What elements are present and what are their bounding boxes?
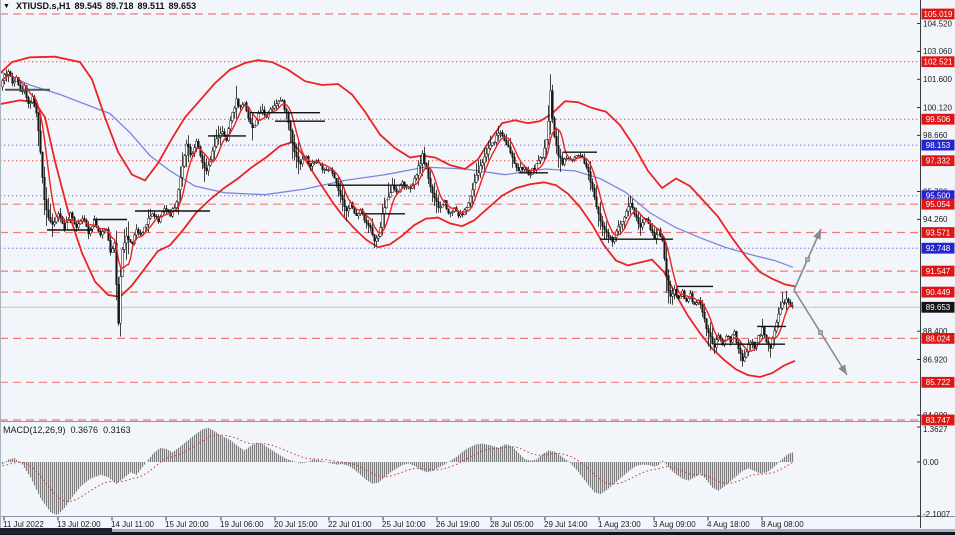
quote-high: 89.718 [105,1,134,11]
x-axis-label: 14 Jul 11:00 [111,520,155,529]
price-badge-label: 95.500 [926,192,951,201]
price-badge-label: 89.653 [926,303,951,312]
price-level-badge [921,198,955,210]
price-badge-label: 102.521 [924,58,953,67]
y-axis-label: 104.520 [923,19,952,28]
x-axis-label: 29 Jul 14:00 [544,520,588,529]
arrow-handle[interactable] [805,257,810,262]
price-level-badge [921,376,955,388]
x-axis-label: 20 Jul 15:00 [274,520,318,529]
x-axis-label: 8 Aug 08:00 [761,520,804,529]
price-badge-label: 92.748 [926,244,951,253]
price-badge-label: 85.722 [926,378,951,387]
x-axis-label: 28 Jul 05:00 [490,520,534,529]
macd-name: MACD(12,26,9) [3,425,66,435]
x-axis-label: 26 Jul 19:00 [436,520,480,529]
price-badge-label: 97.332 [926,157,951,166]
y-axis-label: 94.260 [923,215,948,224]
symbol-period-label: XTIUSD.s,H1 [15,1,71,11]
macd-histogram [1,427,794,515]
y-axis-label: 86.920 [923,355,948,364]
y-axis-label: 100.120 [923,103,952,112]
h-scrollbar-track[interactable] [0,529,955,532]
price-level-badge [921,265,955,277]
h-scrollbar-thumb[interactable] [0,528,112,534]
price-level-badge [921,8,955,20]
macd-signal-line [2,434,793,502]
price-badge-label: 99.506 [926,115,951,124]
fast-ma-line [1,74,793,353]
macd-axis-label: -2.1007 [923,510,951,519]
quote-close: 89.653 [168,1,197,11]
collapse-chart-icon[interactable]: ▼ [3,2,10,10]
arrowhead-up [813,229,821,240]
x-axis-label: 22 Jul 01:00 [328,520,372,529]
x-axis-label: 11 Jul 2022 [3,520,44,529]
slow-ma-line [0,71,794,268]
window-bottom-edge [0,532,955,535]
price-level-badge [921,190,955,202]
x-axis-label: 3 Aug 09:00 [653,520,696,529]
y-axis-label: 88.400 [923,327,948,336]
x-axis-label: 4 Aug 18:00 [707,520,750,529]
macd-axis-label: 1.3627 [923,425,948,434]
quote-open: 89.545 [74,1,102,11]
y-axis-label: 103.060 [923,47,952,56]
x-axis-label: 25 Jul 10:00 [382,520,426,529]
price-badge-label: 88.024 [926,334,951,343]
y-axis-label: 101.600 [923,75,952,84]
x-axis-label: 1 Aug 23:00 [598,520,641,529]
price-badge-label: 83.747 [926,416,951,425]
x-axis-label: 13 Jul 02:00 [57,520,101,529]
arrowhead-down [838,364,847,375]
price-badge-label: 91.547 [926,267,951,276]
chart-title-bar: ▼ XTIUSD.s,H1 89.545 89.718 89.511 89.65… [3,1,196,11]
price-badge-label: 105.019 [924,10,953,19]
arrow-handle[interactable] [818,330,823,335]
x-axis-label: 19 Jul 06:00 [220,520,264,529]
macd-signal-value: 0.3163 [103,425,131,435]
x-axis-label: 15 Jul 20:00 [165,520,209,529]
macd-main-value: 0.3676 [70,425,99,435]
price-level-badge [921,56,955,68]
price-level-badge [921,113,955,125]
price-badge-label: 93.571 [926,228,951,237]
y-axis-label: 98.660 [923,131,948,140]
price-level-badge [921,242,955,254]
price-badge-label: 98.153 [926,141,951,150]
price-level-badge [921,139,955,151]
price-level-badge [921,155,955,167]
macd-axis-label: 0.00 [923,458,939,467]
price-badge-label: 95.054 [926,200,951,209]
price-level-badge [921,301,955,313]
price-level-badge [921,333,955,344]
price-level-badge [921,286,955,298]
price-level-badge [921,227,955,238]
macd-indicator-label: MACD(12,26,9) 0.3676 0.3163 [3,425,131,435]
price-badge-label: 90.449 [926,288,951,297]
quote-low: 89.511 [137,1,165,11]
price-level-badge [921,414,955,426]
